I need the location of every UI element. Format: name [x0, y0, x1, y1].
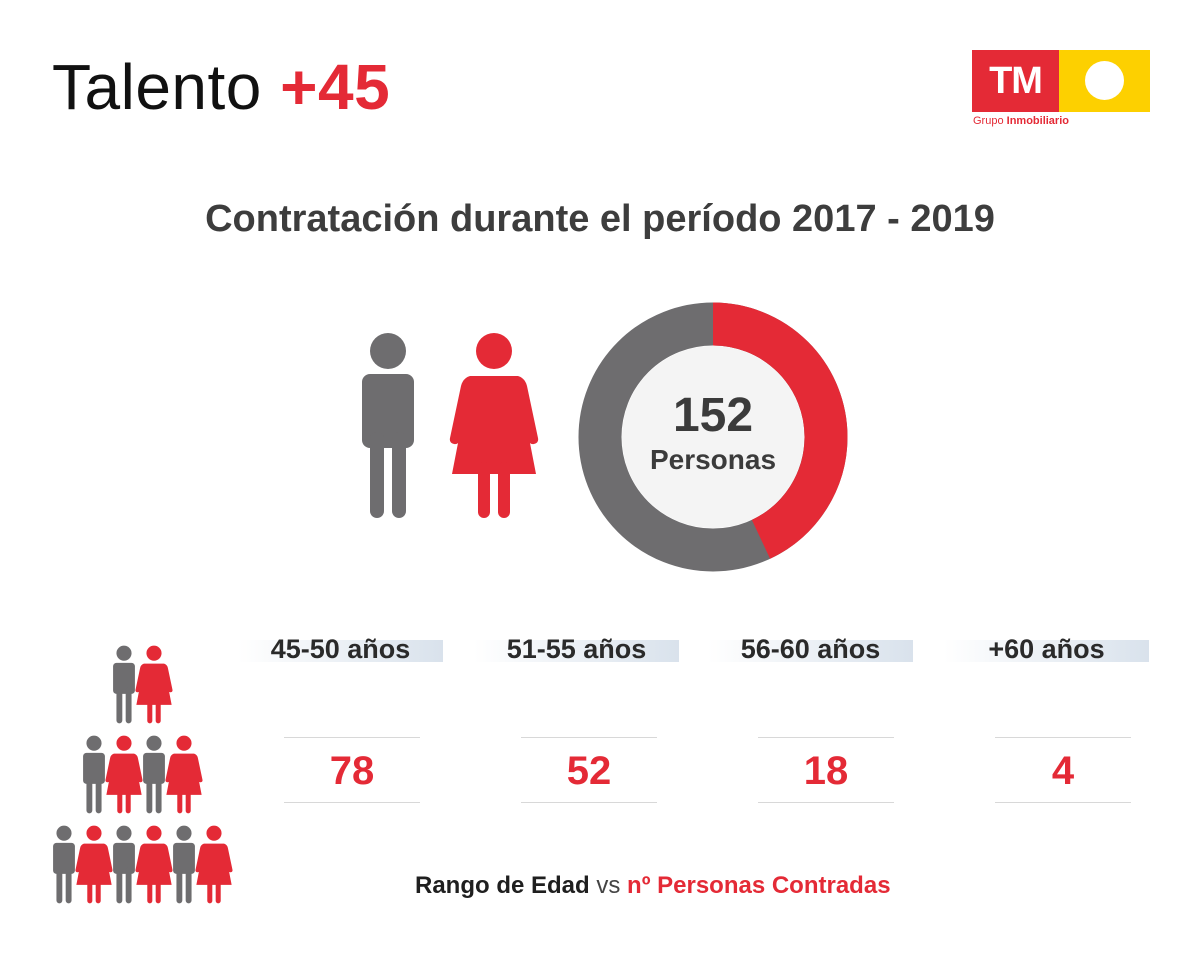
total-label: Personas: [649, 444, 777, 475]
male-icon: [362, 333, 414, 518]
logo-mark: TM: [972, 50, 1059, 112]
age-range-label: 56-60 años: [708, 636, 913, 663]
age-range-count: 4: [995, 737, 1131, 803]
logo-dot-icon: [1085, 61, 1124, 100]
age-range-count: 18: [758, 737, 894, 803]
total-value: 152: [672, 389, 754, 442]
donut-center: [622, 346, 804, 528]
title-plus: +45: [280, 51, 391, 123]
footer-caption: Rango de Edad vs nº Personas Contradas: [415, 872, 891, 899]
age-range-count: 52: [521, 737, 657, 803]
age-range-label: +60 años: [944, 636, 1149, 663]
age-range-label: 45-50 años: [238, 636, 443, 663]
age-range-count: 78: [284, 737, 420, 803]
title-main: Talento: [52, 51, 281, 123]
total-donut: [578, 302, 848, 572]
age-range-label: 51-55 años: [474, 636, 679, 663]
female-icon: [449, 333, 539, 518]
page-title: Talento +45: [52, 50, 390, 124]
logo-yellow-block: [1059, 50, 1150, 112]
logo-subtitle: Grupo Inmobiliario: [973, 115, 1069, 127]
section-heading: Contratación durante el período 2017 - 2…: [205, 198, 995, 240]
donut-red-arc: [578, 302, 848, 572]
people-pyramid-icon: [53, 645, 233, 904]
